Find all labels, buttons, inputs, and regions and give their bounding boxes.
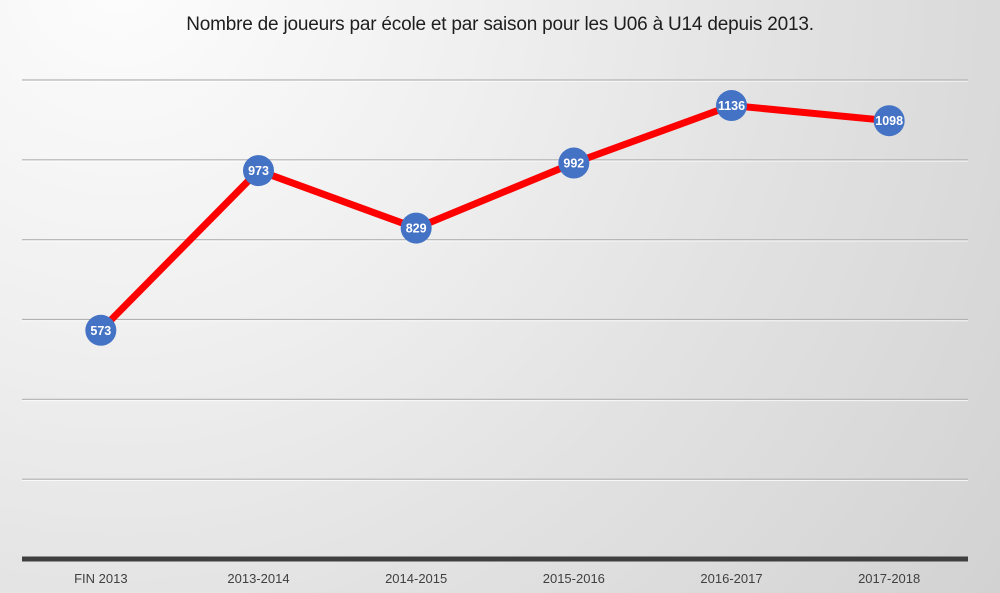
data-point-value-label: 973: [248, 164, 269, 178]
data-point-value-label: 829: [406, 222, 427, 236]
data-point-value-label: 573: [90, 324, 111, 338]
x-axis-tick-label: 2016-2017: [700, 571, 762, 586]
data-point-marker: [558, 147, 590, 179]
chart-title: Nombre de joueurs par école et par saiso…: [186, 14, 814, 35]
data-point-marker: [85, 314, 117, 346]
data-point-value-label: 1098: [875, 114, 903, 128]
x-axis-line: [22, 556, 968, 562]
x-axis-tick-label: 2013-2014: [227, 571, 289, 586]
data-point-marker: [243, 155, 274, 187]
x-axis-tick-label: FIN 2013: [74, 571, 127, 586]
data-point-marker: [873, 105, 905, 137]
data-point-marker: [400, 212, 432, 244]
x-axis-tick-label: 2014-2015: [385, 571, 447, 586]
data-point-value-label: 992: [563, 157, 584, 171]
x-axis-tick-label: 2015-2016: [543, 571, 605, 586]
x-axis-tick-label: 2017-2018: [858, 571, 920, 586]
data-line: [97, 102, 893, 334]
data-point-marker: [716, 90, 747, 122]
data-point-value-label: 1136: [718, 99, 745, 113]
